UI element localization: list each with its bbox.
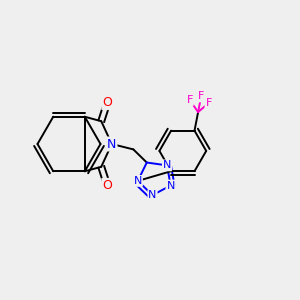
Text: N: N (167, 181, 175, 190)
Text: F: F (198, 92, 204, 101)
Text: N: N (134, 176, 142, 186)
Text: O: O (102, 96, 112, 109)
Text: N: N (148, 190, 157, 200)
Text: N: N (107, 137, 116, 151)
Text: F: F (206, 98, 212, 108)
Text: N: N (163, 160, 171, 170)
Text: F: F (187, 95, 193, 105)
Text: O: O (102, 179, 112, 192)
